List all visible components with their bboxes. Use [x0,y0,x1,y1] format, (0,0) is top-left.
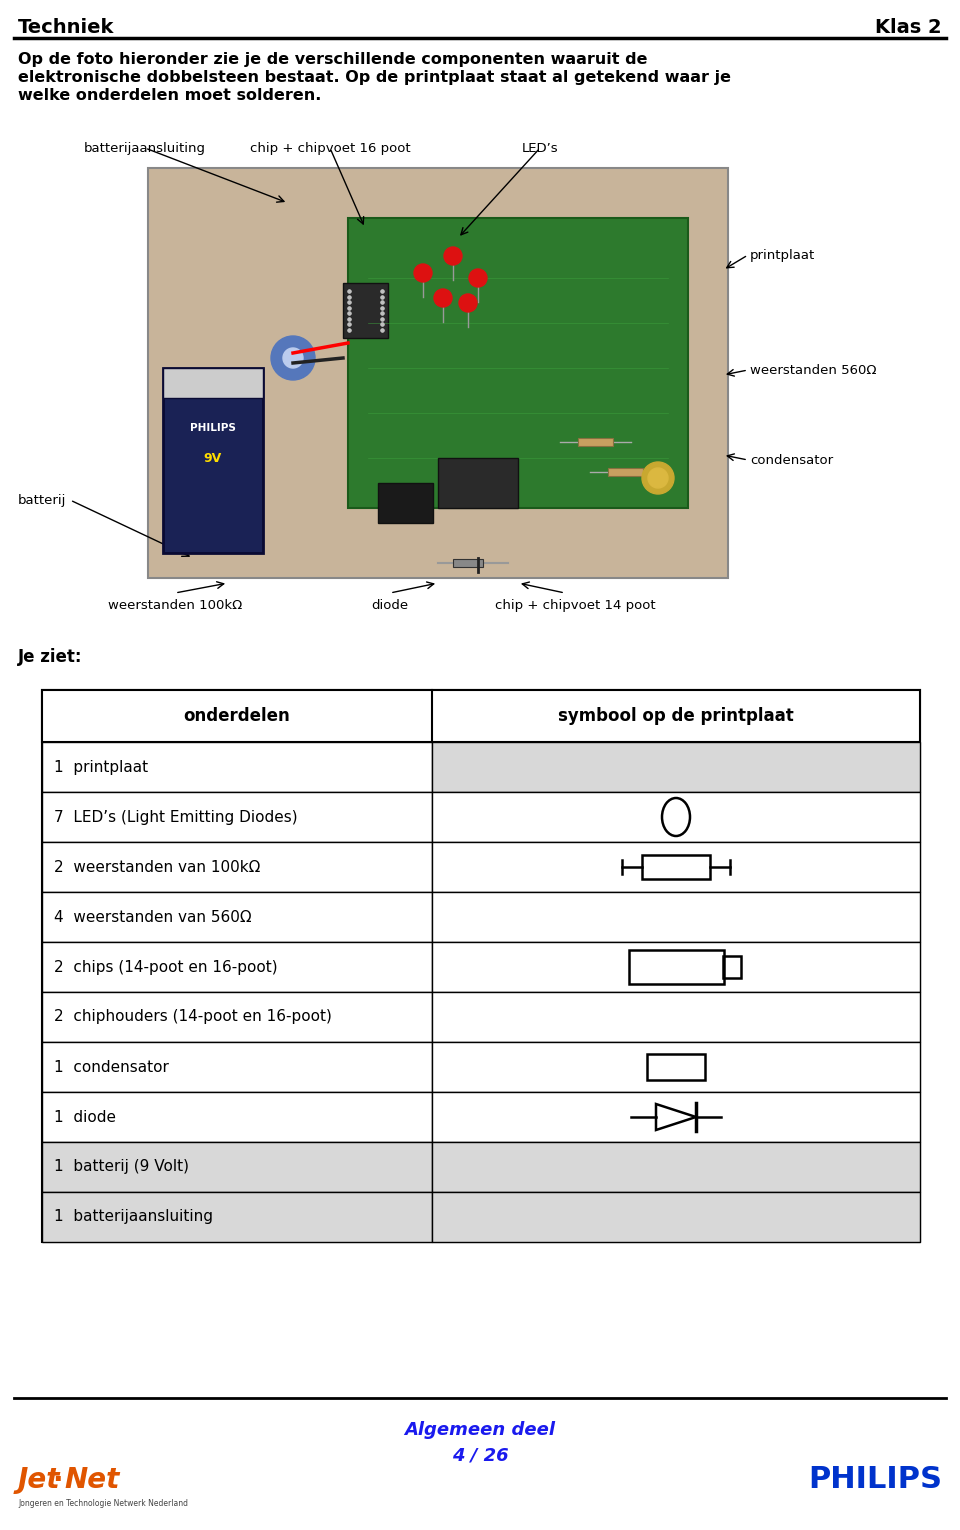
Circle shape [444,246,462,265]
Bar [432,793,920,842]
Bar [432,1092,920,1141]
Bar [148,168,728,578]
Bar [453,558,483,568]
Bar [163,369,263,398]
Bar [432,892,920,942]
Text: batterij: batterij [18,494,66,506]
Circle shape [414,265,432,282]
Bar [42,742,432,793]
Bar [163,369,263,552]
Text: Je ziet:: Je ziet: [18,649,83,666]
Bar [42,991,432,1042]
Text: elektronische dobbelsteen bestaat. Op de printplaat staat al getekend waar je: elektronische dobbelsteen bestaat. Op de… [18,70,731,86]
Text: Jet: Jet [18,1466,60,1493]
Text: 4  weerstanden van 560Ω: 4 weerstanden van 560Ω [54,909,252,924]
Bar [723,956,740,978]
Text: PHILIPS: PHILIPS [190,422,236,433]
Text: 7  LED’s (Light Emitting Diodes): 7 LED’s (Light Emitting Diodes) [54,809,298,825]
Bar [42,690,920,1242]
Text: Algemeen deel: Algemeen deel [404,1421,556,1440]
Text: Jongeren en Technologie Netwerk Nederland: Jongeren en Technologie Netwerk Nederlan… [18,1498,188,1507]
Text: welke onderdelen moet solderen.: welke onderdelen moet solderen. [18,89,322,103]
Text: 9V: 9V [204,451,222,465]
Bar [578,438,613,447]
Text: 1  batterij (9 Volt): 1 batterij (9 Volt) [54,1160,189,1175]
Text: weerstanden 560Ω: weerstanden 560Ω [750,364,876,376]
Circle shape [434,289,452,308]
Text: condensator: condensator [750,453,833,467]
Text: 1  printplaat: 1 printplaat [54,759,148,774]
Bar [42,1141,432,1192]
Circle shape [469,269,487,288]
Bar [432,842,920,892]
Circle shape [283,347,303,369]
Text: batterijaansluiting: batterijaansluiting [84,141,206,155]
Text: 1  batterijaansluiting: 1 batterijaansluiting [54,1210,213,1224]
Text: ·: · [52,1466,62,1493]
Text: chip + chipvoet 16 poot: chip + chipvoet 16 poot [250,141,410,155]
Text: diode: diode [372,598,409,612]
Text: Techniek: Techniek [18,18,114,37]
Bar [432,1042,920,1092]
Text: weerstanden 100kΩ: weerstanden 100kΩ [108,598,242,612]
Text: 4 / 26: 4 / 26 [452,1446,508,1464]
Bar [432,942,920,991]
Bar [432,1141,920,1192]
Text: chip + chipvoet 14 poot: chip + chipvoet 14 poot [494,598,656,612]
Bar [42,1092,432,1141]
Bar [42,690,920,742]
Circle shape [642,462,674,494]
Text: LED’s: LED’s [521,141,559,155]
Bar [432,991,920,1042]
Bar [42,942,432,991]
Bar [642,855,710,880]
Text: 1  condensator: 1 condensator [54,1059,169,1074]
Bar [629,950,724,984]
Text: 2  chiphouders (14-poot en 16-poot): 2 chiphouders (14-poot en 16-poot) [54,1010,332,1025]
Bar [438,457,518,508]
Bar [647,1054,705,1080]
Text: 2  weerstanden van 100kΩ: 2 weerstanden van 100kΩ [54,860,260,875]
Circle shape [459,294,477,312]
Bar [432,1192,920,1242]
Text: 1  diode: 1 diode [54,1109,116,1125]
Text: onderdelen: onderdelen [183,707,290,725]
Text: symbool op de printplaat: symbool op de printplaat [558,707,794,725]
Bar [42,892,432,942]
Circle shape [271,337,315,379]
Bar [343,283,388,338]
Text: Klas 2: Klas 2 [876,18,942,37]
Text: Op de foto hieronder zie je de verschillende componenten waaruit de: Op de foto hieronder zie je de verschill… [18,52,647,67]
Text: PHILIPS: PHILIPS [808,1466,942,1495]
Bar [42,1042,432,1092]
Bar [432,742,920,793]
Bar [42,842,432,892]
Bar [378,483,433,523]
Bar [608,468,643,476]
Bar [348,217,688,508]
Text: printplaat: printplaat [750,248,815,262]
Circle shape [648,468,668,488]
Text: 2  chips (14-poot en 16-poot): 2 chips (14-poot en 16-poot) [54,959,277,975]
Bar [42,1192,432,1242]
Bar [42,793,432,842]
Text: Net: Net [64,1466,119,1493]
